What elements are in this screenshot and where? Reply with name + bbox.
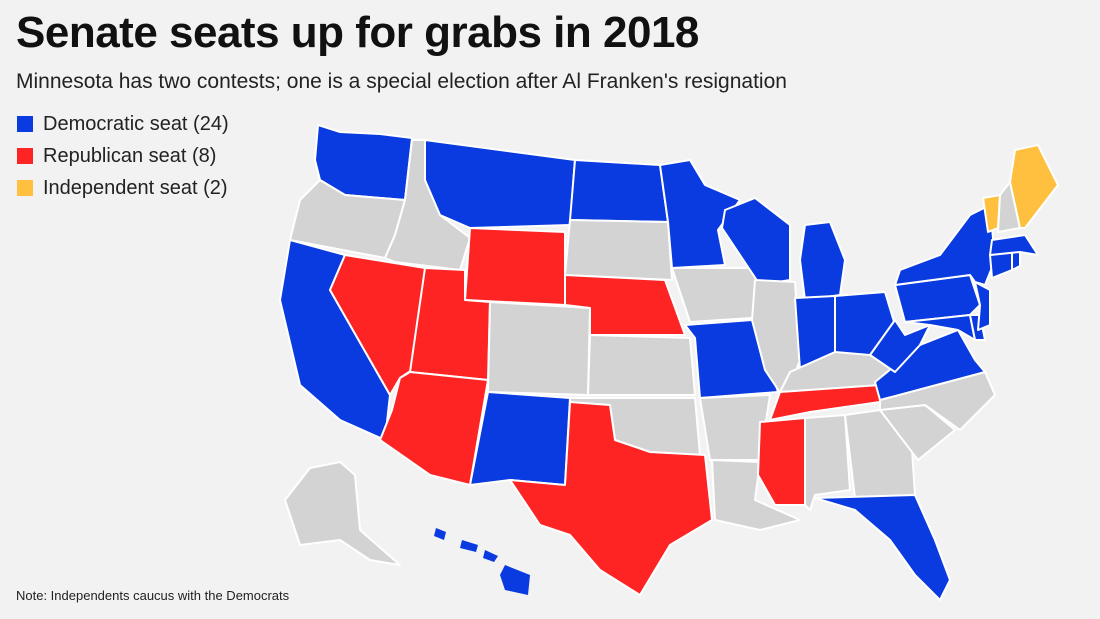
- state-ME: [1009, 144, 1059, 229]
- legend-label-democratic: Democratic seat (24): [43, 112, 229, 135]
- state-WY: [464, 227, 566, 306]
- state-CT: [989, 251, 1013, 279]
- state-HI: [434, 528, 530, 595]
- hawaii-island-1: [434, 528, 446, 540]
- state-AK: [284, 461, 401, 566]
- legend-item-republican: Republican seat (8): [17, 140, 229, 172]
- state-RI: [1011, 251, 1021, 271]
- legend-label-independent: Independent seat (2): [43, 176, 228, 199]
- state-AZ: [379, 371, 489, 486]
- republican-swatch: [17, 148, 33, 164]
- state-NM: [469, 391, 571, 486]
- state-SD: [564, 219, 673, 281]
- state-FL: [814, 494, 951, 601]
- state-NJ: [974, 281, 991, 331]
- legend: Democratic seat (24) Republican seat (8)…: [17, 108, 229, 204]
- state-MT: [424, 139, 576, 229]
- independent-swatch: [17, 180, 33, 196]
- state-MS: [757, 417, 806, 506]
- state-MN: [659, 159, 741, 269]
- state-NY: [894, 204, 996, 286]
- footnote: Note: Independents caucus with the Democ…: [16, 588, 290, 603]
- state-AL: [804, 414, 851, 511]
- map-title: Senate seats up for grabs in 2018: [16, 8, 699, 57]
- state-CO: [487, 301, 591, 396]
- legend-item-independent: Independent seat (2): [17, 172, 229, 204]
- state-TX: [509, 401, 713, 596]
- legend-item-democratic: Democratic seat (24): [17, 108, 229, 140]
- map-subtitle: Minnesota has two contests; one is a spe…: [16, 70, 787, 93]
- state-KS: [587, 334, 696, 396]
- hawaii-island-4: [500, 565, 530, 595]
- legend-label-republican: Republican seat (8): [43, 144, 217, 167]
- state-MD: [904, 314, 976, 341]
- state-MI: [799, 221, 846, 301]
- democratic-swatch: [17, 116, 33, 132]
- hawaii-island-3: [483, 550, 498, 562]
- hawaii-island-2: [460, 540, 478, 552]
- state-MA: [989, 234, 1039, 256]
- state-ND: [569, 159, 669, 223]
